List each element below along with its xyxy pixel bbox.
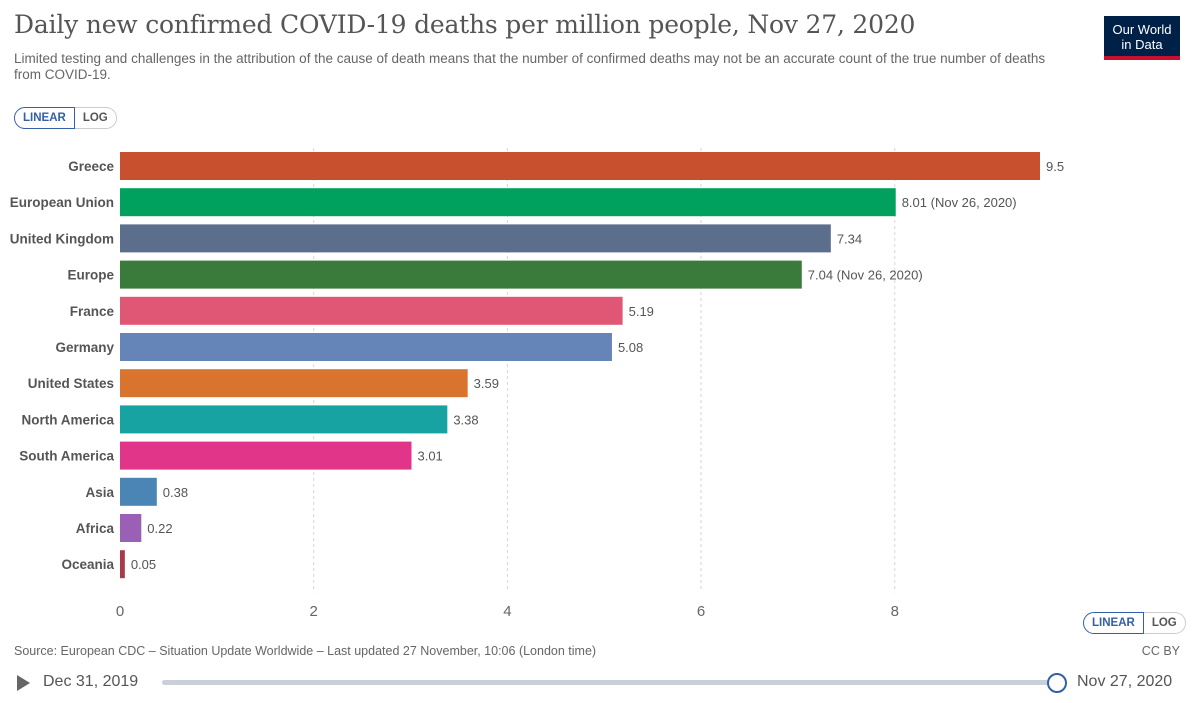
category-label: Africa [76,521,115,536]
play-icon[interactable] [17,675,30,691]
chart-title: Daily new confirmed COVID-19 deaths per … [14,10,916,39]
bar [120,441,412,470]
x-tick-label-0: 0 [116,603,124,620]
category-label: European Union [10,195,114,210]
bar [120,333,612,361]
category-label: Oceania [61,557,114,572]
timeline-start-label: Dec 31, 2019 [43,673,139,690]
bar [120,296,623,325]
category-label: Asia [85,485,114,500]
category-label: Europe [67,268,114,283]
bar [120,550,125,579]
linear-scale-button-bottom[interactable]: LINEAR [1083,612,1144,634]
value-label: 5.19 [629,304,654,319]
value-label: 7.34 [837,231,862,246]
x-tick-label-3: 6 [697,603,705,620]
category-label: Germany [55,340,114,355]
bar [120,477,157,506]
bar [120,405,448,434]
timeline-end-label: Nov 27, 2020 [1077,673,1173,690]
x-tick-label-2: 4 [503,603,511,620]
bar [120,224,831,253]
value-label: 0.22 [147,521,172,536]
value-label: 3.38 [453,412,478,427]
value-label: 0.05 [131,557,156,572]
value-label: 9.5 [1046,159,1064,174]
bar [120,260,802,289]
category-label: United States [28,376,114,391]
chart-subtitle: Limited testing and challenges in the at… [14,51,1046,82]
bar [120,188,896,217]
timeline: Dec 31, 2019 Nov 27, 2020 [0,668,1198,698]
timeline-track[interactable] [162,680,1054,685]
x-tick-label-1: 2 [310,603,318,620]
owid-logo[interactable]: Our World in Data [1104,16,1180,60]
license-link[interactable]: CC BY [1141,644,1180,658]
log-scale-button-bottom[interactable]: LOG [1143,612,1186,634]
bar [120,514,142,542]
x-tick-label-4: 8 [891,603,899,620]
timeline-handle[interactable] [1047,673,1067,693]
category-label: South America [19,449,114,464]
value-label: 3.59 [474,376,499,391]
logo-line-1: Our World [1112,22,1172,37]
scale-toggle-top: LINEAR LOG [14,107,117,129]
value-label: 8.01 (Nov 26, 2020) [902,195,1017,210]
value-label: 7.04 (Nov 26, 2020) [808,268,923,283]
bar-chart: 0 2 4 6 8 Greece 9.5 European Union 8.01 (Nov 26… [10,148,1064,620]
bar [120,369,468,398]
source-note: Source: European CDC – Situation Update … [14,644,597,658]
scale-toggle-bottom: LINEAR LOG [1083,612,1186,634]
value-label: 5.08 [618,340,643,355]
log-scale-button[interactable]: LOG [74,107,117,129]
category-label: United Kingdom [10,231,114,246]
value-label: 0.38 [163,485,188,500]
logo-line-2: in Data [1121,37,1163,52]
linear-scale-button[interactable]: LINEAR [14,107,75,129]
category-label: Greece [68,159,114,174]
category-label: France [70,304,115,319]
bar [120,152,1040,180]
category-label: North America [21,412,114,427]
value-label: 3.01 [417,449,442,464]
